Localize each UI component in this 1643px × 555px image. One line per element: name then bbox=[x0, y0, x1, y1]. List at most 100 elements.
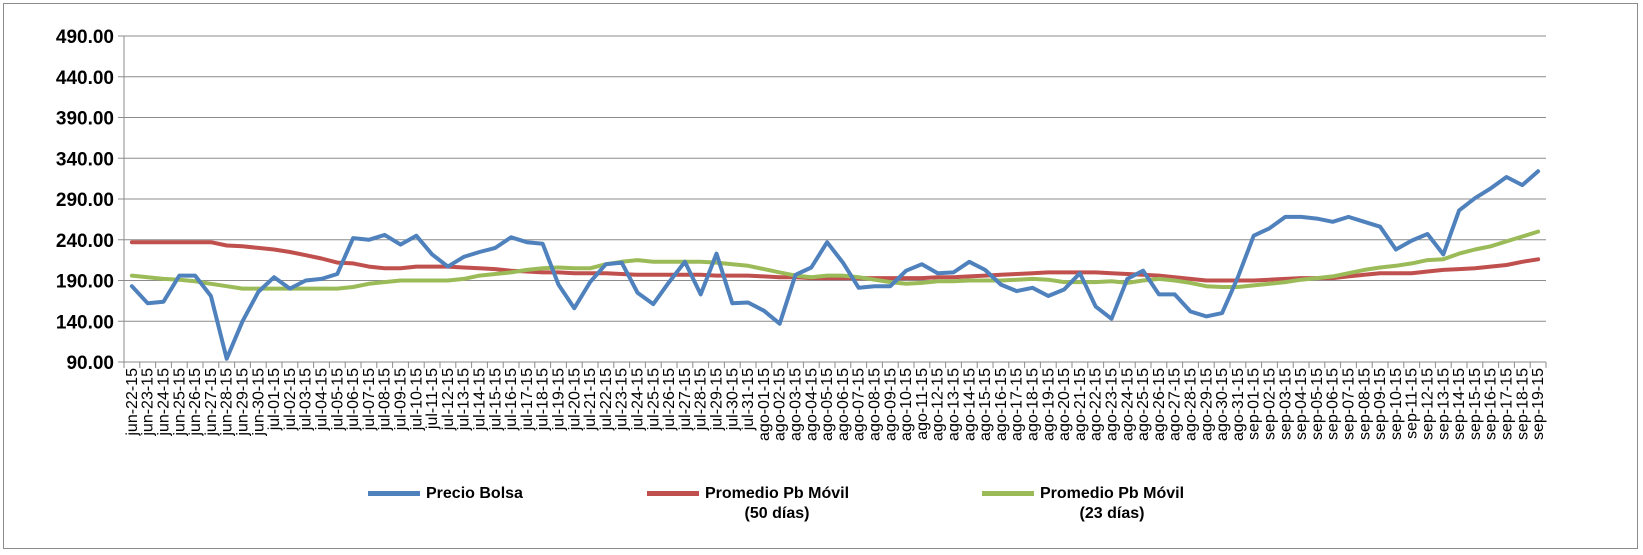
x-tick-label: sep-10-15 bbox=[1388, 368, 1405, 440]
y-tick-label: 140.00 bbox=[56, 312, 114, 333]
x-tick-label: jul-28-15 bbox=[693, 368, 710, 431]
legend-sublabel-promedio-23: (23 días) bbox=[1079, 505, 1145, 522]
x-tick-label: sep-16-15 bbox=[1483, 368, 1500, 440]
x-tick-label: jun-24-15 bbox=[156, 368, 173, 437]
x-tick-label: jul-20-15 bbox=[566, 368, 583, 431]
legend-swatch-promedio-23 bbox=[982, 491, 1034, 496]
x-tick-label: jul-29-15 bbox=[709, 368, 726, 431]
x-tick-label: jun-23-15 bbox=[140, 368, 157, 437]
x-tick-label: ago-23-15 bbox=[1104, 368, 1121, 441]
x-tick-label: jun-29-15 bbox=[235, 368, 252, 437]
x-tick-label: ago-17-15 bbox=[1009, 368, 1026, 441]
x-tick-label: jul-03-15 bbox=[298, 368, 315, 431]
x-tick-label: sep-12-15 bbox=[1420, 368, 1437, 440]
x-tick-label: jul-09-15 bbox=[393, 368, 410, 431]
x-tick-label: jul-13-15 bbox=[456, 368, 473, 431]
x-tick-label: jun-22-15 bbox=[124, 368, 141, 437]
x-tick-label: sep-06-15 bbox=[1325, 368, 1342, 440]
x-tick-label: jun-28-15 bbox=[219, 368, 236, 437]
y-tick-label: 390.00 bbox=[56, 109, 114, 130]
x-tick-label: jul-27-15 bbox=[677, 368, 694, 431]
x-tick-label: sep-02-15 bbox=[1262, 368, 1279, 440]
x-tick-label: jul-02-15 bbox=[282, 368, 299, 431]
x-tick-label: jul-23-15 bbox=[614, 368, 631, 431]
x-tick-label: ago-29-15 bbox=[1198, 368, 1215, 441]
x-tick-label: ago-10-15 bbox=[898, 368, 915, 441]
x-tick-label: sep-08-15 bbox=[1356, 368, 1373, 440]
x-tick-label: sep-05-15 bbox=[1309, 368, 1326, 440]
x-tick-label: sep-13-15 bbox=[1435, 368, 1452, 440]
x-tick-label: ago-18-15 bbox=[1025, 368, 1042, 441]
x-tick-label: jul-06-15 bbox=[345, 368, 362, 431]
x-tick-label: jun-25-15 bbox=[171, 368, 188, 437]
y-tick-label: 190.00 bbox=[56, 272, 114, 293]
x-tick-label: ago-24-15 bbox=[1119, 368, 1136, 441]
x-tick-label: jul-11-15 bbox=[424, 368, 441, 430]
series-line-0 bbox=[129, 169, 1541, 361]
x-tick-label: ago-01-15 bbox=[756, 368, 773, 441]
x-tick-label: jun-26-15 bbox=[187, 368, 204, 437]
x-tick-label: jul-24-15 bbox=[630, 368, 647, 431]
x-tick-label: jun-27-15 bbox=[203, 368, 220, 437]
x-tick-label: ago-31-15 bbox=[1230, 368, 1247, 441]
x-tick-label: jul-04-15 bbox=[314, 368, 331, 431]
legend-label-promedio-23: Promedio Pb Móvil bbox=[1040, 485, 1185, 502]
x-tick-label: ago-21-15 bbox=[1072, 368, 1089, 441]
x-tick-label: jul-21-15 bbox=[582, 368, 599, 431]
legend-swatch-promedio-50 bbox=[647, 491, 699, 496]
x-tick-label: jul-05-15 bbox=[329, 368, 346, 431]
x-tick-label: jul-17-15 bbox=[519, 368, 536, 431]
x-tick-label: jul-15-15 bbox=[487, 368, 504, 431]
x-tick-label: sep-03-15 bbox=[1277, 368, 1294, 440]
x-tick-label: jul-18-15 bbox=[535, 368, 552, 431]
x-tick-label: ago-26-15 bbox=[1151, 368, 1168, 441]
x-tick-label: sep-09-15 bbox=[1372, 368, 1389, 440]
x-tick-label: ago-20-15 bbox=[1056, 368, 1073, 441]
x-tick-label: ago-16-15 bbox=[993, 368, 1010, 441]
x-tick-label: jul-14-15 bbox=[472, 368, 489, 431]
x-tick-label: ago-13-15 bbox=[946, 368, 963, 441]
x-tick-label: jul-19-15 bbox=[551, 368, 568, 431]
x-tick-label: ago-14-15 bbox=[961, 368, 978, 441]
x-tick-label: ago-30-15 bbox=[1214, 368, 1231, 441]
legend-sublabel-promedio-50: (50 días) bbox=[744, 505, 810, 522]
x-tick-label: ago-09-15 bbox=[882, 368, 899, 441]
legend-item-promedio-23: Promedio Pb Móvil (23 días) bbox=[982, 484, 1184, 524]
legend-item-precio-bolsa: Precio Bolsa bbox=[368, 484, 523, 504]
x-tick-label: ago-06-15 bbox=[835, 368, 852, 441]
x-tick-label: ago-03-15 bbox=[788, 368, 805, 441]
x-tick-label: ago-07-15 bbox=[851, 368, 868, 441]
legend-label-promedio-50: Promedio Pb Móvil bbox=[705, 485, 850, 502]
y-tick-label: 290.00 bbox=[56, 190, 114, 211]
x-tick-label: ago-12-15 bbox=[930, 368, 947, 441]
x-tick-label: jul-22-15 bbox=[598, 368, 615, 431]
x-tick-label: ago-27-15 bbox=[1167, 368, 1184, 441]
x-tick-label: sep-14-15 bbox=[1451, 368, 1468, 440]
x-tick-label: sep-17-15 bbox=[1499, 368, 1516, 440]
x-tick-label: sep-19-15 bbox=[1530, 368, 1547, 440]
legend-swatch-precio-bolsa bbox=[368, 491, 420, 496]
x-tick-label: ago-11-15 bbox=[914, 368, 931, 440]
y-tick-label: 490.00 bbox=[56, 27, 114, 48]
x-tick-label: ago-19-15 bbox=[1040, 368, 1057, 441]
x-tick-label: sep-04-15 bbox=[1293, 368, 1310, 440]
legend-item-promedio-50: Promedio Pb Móvil (50 días) bbox=[647, 484, 849, 524]
x-tick-label: sep-01-15 bbox=[1246, 368, 1263, 440]
legend-label-precio-bolsa: Precio Bolsa bbox=[426, 485, 523, 502]
x-tick-label: jul-07-15 bbox=[361, 368, 378, 431]
x-tick-label: jul-10-15 bbox=[408, 368, 425, 431]
x-tick-label: jul-01-15 bbox=[266, 368, 283, 431]
x-tick-label: jul-08-15 bbox=[377, 368, 394, 431]
y-tick-label: 240.00 bbox=[56, 231, 114, 252]
y-tick-label: 440.00 bbox=[56, 68, 114, 89]
x-tick-label: jun-30-15 bbox=[250, 368, 267, 437]
x-tick-label: jul-25-15 bbox=[645, 368, 662, 431]
x-tick-label: jul-12-15 bbox=[440, 368, 457, 431]
x-tick-label: sep-11-15 bbox=[1404, 368, 1421, 439]
x-tick-label: ago-22-15 bbox=[1088, 368, 1105, 441]
x-tick-label: ago-08-15 bbox=[867, 368, 884, 441]
x-tick-label: ago-05-15 bbox=[819, 368, 836, 441]
y-tick-label: 340.00 bbox=[56, 149, 114, 170]
x-tick-label: jul-26-15 bbox=[661, 368, 678, 431]
